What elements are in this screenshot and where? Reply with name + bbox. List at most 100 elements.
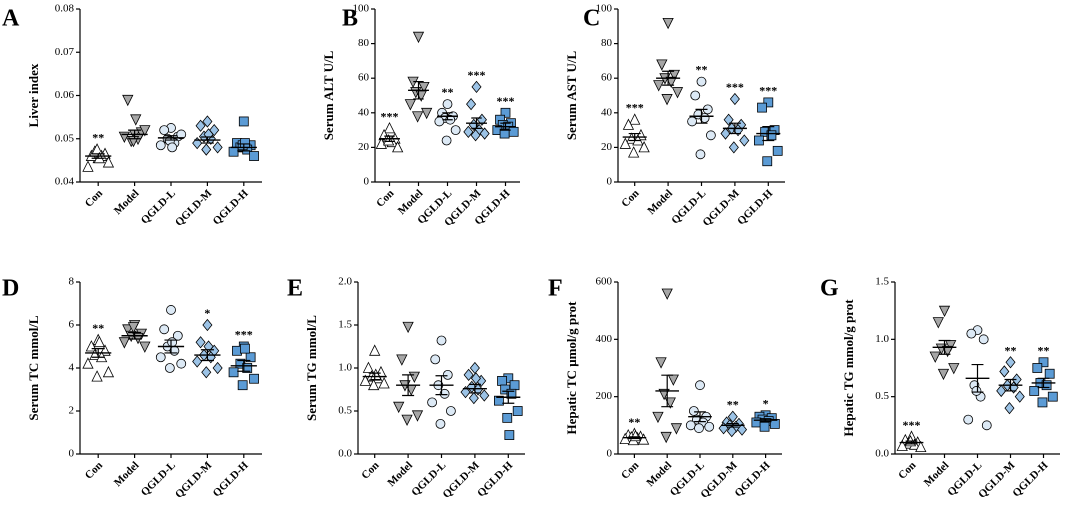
point [436, 335, 447, 346]
y-tick-label: 2 [69, 405, 75, 417]
point [1047, 391, 1058, 402]
point [932, 317, 944, 329]
significance: ** [696, 63, 708, 77]
point [695, 149, 706, 160]
point [368, 378, 380, 391]
point [1044, 368, 1055, 379]
error-bar [762, 126, 775, 142]
y-tick-label: 0.08 [55, 3, 75, 15]
point [130, 114, 142, 126]
significance: ** [727, 398, 739, 412]
y-axis-label: Serum TC mmol/L [26, 315, 41, 421]
y-tick-label: 20 [601, 141, 613, 153]
point [929, 351, 941, 363]
point [504, 430, 515, 440]
point [240, 138, 250, 148]
point [249, 151, 259, 161]
point [668, 69, 681, 82]
x-tick-label: QGLD-H [211, 187, 251, 227]
point [195, 119, 206, 132]
y-tick-label: 0.07 [55, 46, 75, 58]
point [1032, 363, 1043, 373]
point [762, 156, 773, 167]
point [665, 76, 677, 89]
point [667, 374, 679, 386]
point [500, 107, 511, 118]
y-tick-label: 0 [607, 448, 613, 460]
point [421, 107, 433, 120]
point [192, 136, 203, 150]
error-bar [91, 153, 105, 159]
point [966, 328, 977, 339]
point [497, 375, 507, 386]
y-tick-label: 2.0 [338, 276, 352, 288]
point [176, 129, 187, 140]
point [383, 121, 396, 134]
point [166, 305, 176, 315]
point [404, 99, 416, 111]
point [122, 94, 134, 107]
point [212, 361, 223, 375]
point [638, 141, 650, 153]
point [937, 368, 950, 381]
point [619, 432, 631, 444]
point [720, 127, 731, 140]
panel-label: G [820, 276, 839, 302]
point [228, 146, 239, 157]
point [1004, 402, 1015, 415]
x-tick-label: Con [83, 187, 105, 209]
point [629, 113, 641, 125]
point [430, 354, 441, 365]
significance: *** [235, 328, 253, 342]
error-bar [500, 122, 511, 131]
error-bar [1037, 377, 1050, 389]
y-tick-label: 1.0 [338, 362, 352, 374]
significance: ** [92, 321, 104, 335]
point [468, 391, 479, 405]
point [202, 318, 213, 332]
x-tick-label: QGLD-H [211, 459, 251, 499]
point [971, 386, 982, 396]
x-tick-label: QGLD-M [173, 459, 215, 501]
y-tick-label: 4 [69, 362, 75, 374]
significance: ** [628, 415, 640, 429]
point [494, 395, 504, 406]
point [1029, 386, 1040, 396]
point [450, 125, 461, 136]
y-tick-label: 600 [596, 276, 613, 288]
point [948, 363, 960, 375]
point [418, 81, 430, 94]
y-tick-label: 0.5 [338, 405, 352, 417]
point [963, 414, 974, 425]
point [93, 335, 105, 348]
point [729, 92, 740, 106]
error-bar [368, 372, 381, 381]
error-bar [164, 135, 178, 141]
y-tick-label: 100 [596, 3, 613, 15]
point [245, 352, 256, 363]
x-tick-label: Con [359, 459, 381, 481]
point [687, 116, 698, 127]
error-bar [237, 143, 251, 152]
point [139, 125, 151, 137]
point [466, 98, 477, 111]
point [139, 341, 151, 353]
point [978, 334, 989, 345]
point [502, 412, 513, 423]
point [696, 76, 707, 87]
point [201, 366, 212, 379]
point [362, 361, 375, 373]
error-bar [435, 375, 448, 396]
significance: *** [497, 94, 515, 108]
error-bar [628, 436, 641, 440]
point [512, 406, 523, 416]
point [176, 358, 187, 369]
error-bar [661, 374, 674, 408]
y-tick-label: 6 [69, 319, 75, 331]
point [463, 125, 474, 138]
significance: *** [903, 418, 921, 432]
error-bar [471, 117, 482, 129]
point [159, 324, 170, 335]
